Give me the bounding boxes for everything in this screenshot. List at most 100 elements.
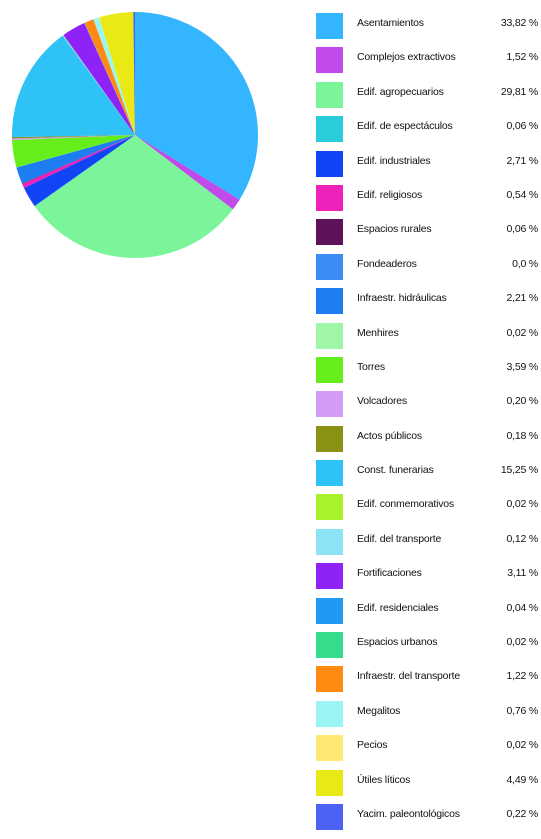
legend-swatch bbox=[316, 460, 343, 487]
legend-item: Edif. del transporte 0,12 % bbox=[316, 527, 541, 561]
legend-label: Complejos extractivos bbox=[357, 51, 456, 64]
legend-swatch bbox=[316, 184, 343, 211]
legend-swatch bbox=[316, 632, 343, 659]
legend-swatch bbox=[316, 150, 343, 177]
legend-label: Torres bbox=[357, 360, 385, 373]
legend-value: 0,20 % bbox=[504, 395, 538, 408]
legend-value: 1,52 % bbox=[504, 51, 538, 64]
pie-slice bbox=[133, 11, 135, 136]
legend-value: 0,54 % bbox=[504, 188, 538, 201]
legend-label: Edif. del transporte bbox=[357, 532, 442, 545]
legend-swatch bbox=[316, 253, 343, 280]
legend-label: Asentamientos bbox=[357, 17, 424, 29]
pie-slice bbox=[34, 135, 233, 259]
legend-item: Fondeaderos 0,0 % bbox=[316, 252, 541, 286]
pie-slice bbox=[16, 135, 136, 168]
legend-value: 0,18 % bbox=[504, 429, 538, 442]
legend-swatch bbox=[316, 494, 343, 521]
legend-swatch bbox=[316, 425, 343, 452]
pie-slice bbox=[84, 22, 135, 136]
legend-label: Edif. industriales bbox=[357, 154, 431, 167]
legend-item: Espacios urbanos 0,02 % bbox=[316, 630, 541, 664]
legend-item: Megalitos 0,76 % bbox=[316, 699, 541, 733]
legend-label: Yacim. paleontológicos bbox=[357, 807, 460, 820]
pie-slice bbox=[98, 17, 135, 136]
legend-swatch bbox=[316, 116, 343, 143]
legend-value: 3,59 % bbox=[504, 360, 538, 373]
pie-slice bbox=[12, 135, 135, 139]
pie-slice bbox=[84, 19, 135, 135]
pie-chart bbox=[12, 11, 259, 259]
pie-slice bbox=[84, 22, 135, 135]
legend-label: Actos públicos bbox=[357, 429, 422, 442]
pie-slice bbox=[12, 135, 135, 141]
legend-item: Torres 3,59 % bbox=[316, 355, 541, 389]
legend-item: Complejos extractivos 1,52 % bbox=[316, 45, 541, 79]
legend-swatch bbox=[316, 13, 343, 39]
legend-label: Volcadores bbox=[357, 395, 407, 408]
legend-item: Volcadores 0,20 % bbox=[316, 389, 541, 423]
legend-label: Edif. agropecuarios bbox=[357, 85, 444, 98]
legend-value: 2,21 % bbox=[504, 292, 538, 305]
pie-slice bbox=[62, 34, 136, 136]
legend-value: 0,76 % bbox=[504, 704, 538, 717]
legend-item: Edif. industriales 2,71 % bbox=[316, 149, 541, 183]
pie-slice bbox=[16, 135, 135, 184]
legend-swatch bbox=[316, 803, 343, 830]
chart-legend: Asentamientos 33,82 % Complejos extractivo… bbox=[316, 11, 541, 836]
legend-swatch bbox=[316, 769, 343, 796]
legend-value: 15,25 % bbox=[498, 464, 538, 477]
legend-value: 33,82 % bbox=[498, 17, 538, 29]
pie-slice bbox=[22, 135, 135, 188]
legend-value: 0,12 % bbox=[504, 532, 538, 545]
pie-slice bbox=[135, 12, 259, 200]
legend-item: Const. funerarias 15,25 % bbox=[316, 458, 541, 492]
legend-label: Const. funerarias bbox=[357, 464, 434, 477]
legend-label: Fortificaciones bbox=[357, 567, 422, 580]
pie-slice bbox=[62, 35, 135, 135]
legend-value: 0,02 % bbox=[504, 739, 538, 752]
pie-slice bbox=[12, 135, 136, 168]
pie-slice bbox=[34, 135, 135, 207]
legend-value: 0,22 % bbox=[504, 807, 538, 820]
legend-item: Infraestr. del transporte 1,22 % bbox=[316, 664, 541, 698]
legend-item: Actos públicos 0,18 % bbox=[316, 424, 541, 458]
pie-slice bbox=[135, 135, 240, 210]
legend-label: Espacios urbanos bbox=[357, 636, 438, 649]
pie-slice bbox=[23, 135, 136, 206]
legend-value: 0,04 % bbox=[504, 601, 538, 614]
legend-swatch bbox=[316, 563, 343, 590]
legend-label: Fondeaderos bbox=[357, 257, 417, 270]
legend-value: 0,06 % bbox=[504, 120, 538, 133]
legend-item: Edif. agropecuarios 29,81 % bbox=[316, 80, 541, 114]
legend-item: Asentamientos 33,82 % bbox=[316, 11, 541, 45]
pie-slice bbox=[12, 35, 136, 138]
legend-swatch bbox=[316, 356, 343, 383]
legend-value: 4,49 % bbox=[504, 773, 538, 786]
legend-swatch bbox=[316, 666, 343, 693]
legend-swatch bbox=[316, 391, 343, 418]
legend-value: 1,22 % bbox=[504, 670, 538, 683]
legend-value: 0,02 % bbox=[504, 498, 538, 511]
legend-label: Espacios rurales bbox=[357, 223, 432, 236]
legend-value: 29,81 % bbox=[498, 85, 538, 98]
legend-label: Útiles líticos bbox=[357, 773, 411, 786]
legend-value: 0,06 % bbox=[504, 223, 538, 236]
legend-label: Infraestr. hidráulicas bbox=[357, 292, 447, 305]
legend-item: Menhires 0,02 % bbox=[316, 321, 541, 355]
legend-swatch bbox=[316, 219, 343, 246]
legend-label: Pecios bbox=[357, 739, 388, 752]
pie-slice bbox=[63, 22, 136, 135]
pie-slice bbox=[22, 135, 136, 185]
legend-item: Infraestr. hidráulicas 2,21 % bbox=[316, 286, 541, 320]
legend-value: 0,02 % bbox=[504, 326, 538, 339]
legend-label: Edif. religiosos bbox=[357, 188, 423, 201]
legend-label: Menhires bbox=[357, 326, 399, 339]
legend-label: Edif. de espectáculos bbox=[357, 120, 453, 133]
legend-swatch bbox=[316, 322, 343, 349]
legend-label: Edif. residenciales bbox=[357, 601, 439, 614]
legend-item: Yacim. paleontológicos 0,22 % bbox=[316, 802, 541, 836]
pie-slice bbox=[99, 12, 135, 135]
legend-item: Espacios rurales 0,06 % bbox=[316, 217, 541, 251]
legend-value: 2,71 % bbox=[504, 154, 538, 167]
